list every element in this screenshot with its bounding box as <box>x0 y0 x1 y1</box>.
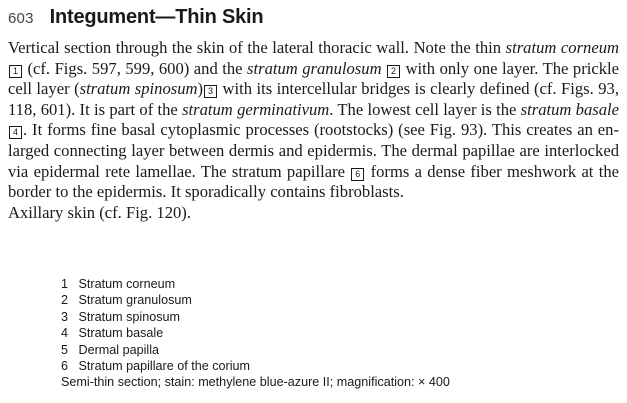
figure-number: 603 <box>8 10 34 27</box>
reference-box-2: 2 <box>387 64 401 78</box>
figure-description: Vertical section through the skin of the… <box>8 38 619 203</box>
description-text: Vertical section through the skin of the… <box>8 38 506 57</box>
page: 603 Integument—Thin Skin Vertical sectio… <box>8 6 619 223</box>
legend-number: 5 <box>61 342 69 357</box>
legend-caption: Semi-thin section; stain: methylene blue… <box>61 375 450 390</box>
legend-item: 3 Stratum spinosum <box>61 309 450 325</box>
legend-label: Stratum granulosum <box>78 293 192 308</box>
legend-item: 6 Stratum papillare of the corium <box>61 358 450 374</box>
description-text: forms a dense fiber meshwork at the bord… <box>8 161 619 202</box>
legend-label: Stratum papillare of the corium <box>78 359 251 374</box>
description-text: ) <box>197 79 204 99</box>
description-text: . The lowest cell layer is the <box>329 99 521 119</box>
legend-label: Stratum corneum <box>78 277 176 291</box>
legend-item: 4 Stratum basale <box>61 325 450 341</box>
term-stratum-corneum: stratum corneum <box>505 38 619 57</box>
legend-label: Stratum basale <box>78 326 164 341</box>
figure-heading: 603 Integument—Thin Skin <box>8 6 619 32</box>
legend-number: 3 <box>61 309 69 324</box>
legend-number: 4 <box>61 326 69 341</box>
term-stratum-basale: stratum basale <box>520 99 619 119</box>
term-stratum-spinosum: stratum spinosum <box>79 79 198 99</box>
legend-number: 6 <box>61 359 69 374</box>
legend-number: 1 <box>61 277 69 291</box>
term-stratum-germinativum: stra­tum germinativum <box>182 99 330 119</box>
description-text: . It forms fine basal cytoplasmic proces… <box>8 120 619 181</box>
legend-item: 5 Dermal papilla <box>61 342 450 358</box>
legend-item: 1 Stratum corneum <box>61 276 450 292</box>
description-text: with its inter­cellular bridges is clear… <box>8 79 620 119</box>
axillary-note: Axillary skin (cf. Fig. 120). <box>8 202 191 222</box>
description-text: with only one layer. The prickle cell la… <box>8 58 619 99</box>
description-text: (cf. Figs. 597, 599, 600) and the <box>23 58 248 78</box>
reference-box-1: 1 <box>9 64 22 78</box>
legend-label: Stratum spinosum <box>78 309 181 324</box>
legend-label: Dermal papilla <box>78 342 160 357</box>
term-stratum-granulosum: stratum granulosum <box>247 58 382 78</box>
reference-box-3: 3 <box>204 85 218 99</box>
figure-title: Integument—Thin Skin <box>49 6 264 28</box>
legend-item: 2 Stratum granulosum <box>61 292 450 308</box>
figure-legend: 1 Stratum corneum 2 Stratum granulosum 3… <box>61 276 450 391</box>
legend-number: 2 <box>61 293 69 308</box>
reference-box-6: 6 <box>351 167 365 181</box>
reference-box-4: 4 <box>9 126 22 140</box>
